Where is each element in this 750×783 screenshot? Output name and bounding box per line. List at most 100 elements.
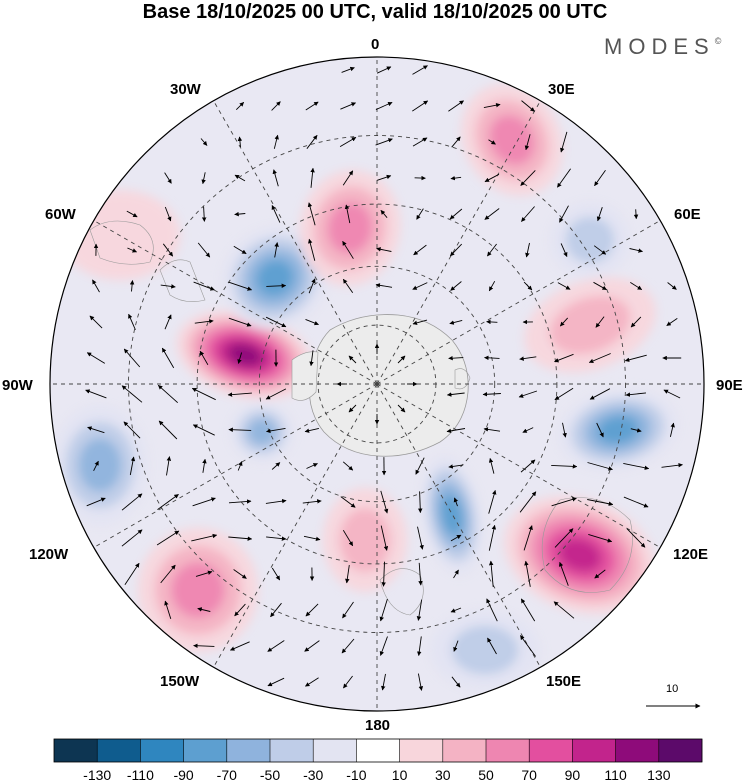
- wind-vector: [273, 134, 279, 149]
- wind-vector: [308, 238, 316, 261]
- wind-vector: [557, 282, 571, 290]
- wind-vector: [379, 598, 388, 622]
- wind-vector: [524, 134, 531, 151]
- wind-vector: [164, 314, 172, 330]
- wind-vector: [265, 316, 287, 328]
- colorbar-tick-label: 70: [521, 767, 537, 783]
- wind-vector: [342, 240, 354, 259]
- wind-vector: [308, 278, 316, 294]
- wind-vector: [381, 561, 386, 587]
- lon-label-30e: 30E: [548, 81, 575, 98]
- wind-vector: [595, 316, 605, 328]
- wind-vector: [661, 462, 683, 468]
- wind-vector: [594, 569, 606, 579]
- map-boundary: [49, 56, 705, 712]
- wind-vector: [164, 600, 172, 620]
- wind-vector: [487, 243, 497, 257]
- wind-vector: [412, 137, 428, 147]
- wind-vector: [449, 319, 463, 325]
- wind-vector: [237, 136, 243, 148]
- wind-vector: [201, 206, 207, 222]
- wind-vector: [524, 560, 531, 587]
- wind-vector: [193, 643, 215, 649]
- wind-vector: [201, 172, 206, 185]
- wind-vector: [484, 208, 500, 220]
- wind-vector: [234, 211, 246, 217]
- wind-vector: [123, 348, 141, 368]
- wind-vector: [305, 677, 319, 687]
- wind-vector: [380, 490, 389, 514]
- wind-vector: [483, 102, 501, 109]
- colorbar-swatch: [658, 739, 703, 762]
- colorbar-tick-label: 50: [478, 767, 494, 783]
- colorbar-tick-label: 130: [647, 767, 671, 783]
- brand-name: MODES: [604, 34, 715, 59]
- anomaly-center: [138, 528, 258, 652]
- wind-vector: [559, 317, 569, 327]
- wind-vector: [375, 138, 393, 146]
- wind-vector: [160, 564, 176, 584]
- lon-label-60w: 60W: [45, 206, 76, 223]
- wind-vector: [484, 355, 500, 361]
- wind-vector: [234, 174, 246, 182]
- wind-vector: [123, 421, 141, 439]
- anomaly-center: [430, 610, 540, 690]
- anomaly-center: [60, 190, 180, 280]
- wind-vector: [197, 242, 211, 258]
- lon-label-90e: 90E: [716, 377, 743, 394]
- wind-vector: [588, 533, 613, 543]
- lon-label-0: 0: [371, 36, 380, 53]
- wind-vector: [560, 131, 568, 153]
- wind-vector: [587, 499, 614, 506]
- wind-vector: [630, 316, 642, 328]
- colorbar: [53, 738, 703, 763]
- wind-vector: [265, 388, 287, 400]
- anomaly-center: [323, 488, 407, 592]
- wind-vector: [164, 206, 172, 222]
- wind-vector: [375, 283, 393, 288]
- wind-vector: [450, 607, 462, 613]
- wind-vector: [521, 206, 535, 222]
- wind-vector: [525, 242, 530, 258]
- anomaly-center: [558, 389, 678, 471]
- anomaly-center: [461, 84, 563, 196]
- wind-vector: [417, 491, 423, 514]
- colorbar-swatch: [97, 739, 141, 762]
- wind-vector: [228, 427, 252, 432]
- wind-vector: [267, 677, 285, 687]
- wind-vector: [593, 245, 607, 255]
- wind-vector: [157, 384, 179, 404]
- wind-vector: [303, 535, 321, 542]
- anomaly-center: [230, 402, 294, 462]
- wind-vector: [412, 282, 428, 290]
- wind-vector: [266, 427, 286, 434]
- wind-vector: [380, 525, 389, 551]
- wind-vector: [381, 673, 386, 691]
- wind-vector: [488, 457, 495, 474]
- wind-vector: [623, 496, 649, 508]
- colorbar-swatch: [183, 739, 228, 762]
- wind-vector: [488, 524, 497, 551]
- colorbar-tick-label: -90: [173, 767, 194, 783]
- colorbar-tick-label: 110: [604, 767, 627, 783]
- wind-vector: [267, 640, 285, 652]
- wind-vector: [557, 168, 571, 188]
- colorbar-tick-label: -110: [126, 767, 154, 783]
- colorbar-swatch: [226, 739, 271, 762]
- wind-vector: [89, 315, 103, 329]
- wind-vector: [305, 101, 319, 111]
- wind-vector: [519, 356, 537, 361]
- wind-vector: [446, 392, 465, 397]
- wind-vector: [271, 204, 281, 223]
- wind-vector: [553, 601, 575, 619]
- wind-vector: [86, 497, 106, 507]
- wind-vector: [412, 319, 428, 326]
- wind-vector: [271, 462, 281, 470]
- wind-vector: [453, 569, 459, 579]
- wind-vector: [228, 281, 253, 291]
- wind-vector: [161, 347, 175, 369]
- wind-vector: [417, 636, 422, 657]
- wind-vector: [520, 635, 536, 657]
- wind-vector: [342, 601, 354, 619]
- wind-vector: [270, 602, 282, 618]
